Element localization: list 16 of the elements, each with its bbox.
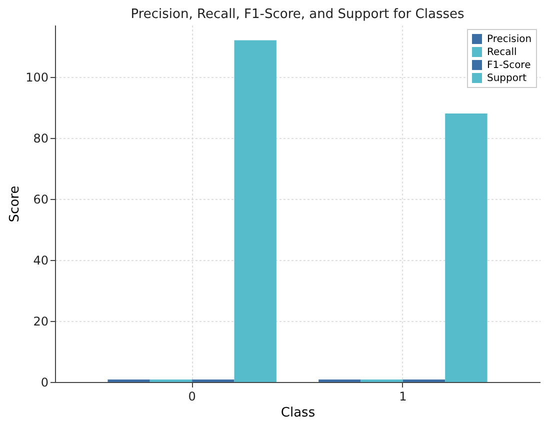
legend-label: Support: [487, 73, 527, 84]
y-tick-label: 80: [33, 131, 48, 146]
y-tick-label: 40: [33, 253, 48, 268]
y-tick-label: 20: [33, 314, 48, 328]
x-axis-title: Class: [280, 406, 316, 420]
legend-label: F1-Score: [487, 60, 531, 71]
bar: [445, 113, 488, 382]
y-axis-title: Score: [8, 186, 23, 222]
y-tick-label: 100: [26, 70, 48, 84]
y-tick-label: 0: [40, 376, 48, 390]
bar: [234, 40, 276, 382]
y-tick-label: 60: [33, 192, 48, 206]
legend-label: Recall: [487, 47, 517, 58]
chart-title: Precision, Recall, F1-Score, and Support for Classes: [130, 7, 464, 22]
legend-label: Precision: [487, 34, 532, 45]
x-tick-label: 1: [399, 390, 407, 404]
